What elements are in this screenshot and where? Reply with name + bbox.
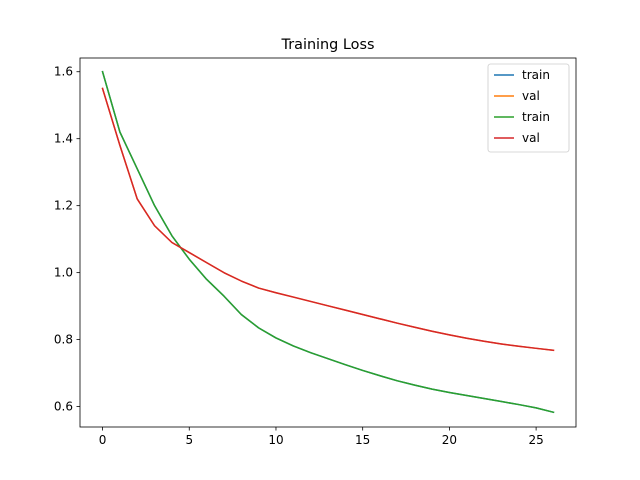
plot-area-frame [79,57,577,428]
y-axis: 0.6 0.8 1.0 1.2 1.4 1.6 [54,65,80,414]
legend-label: train [522,110,550,124]
chart-title: Training Loss [281,37,375,53]
y-tick-label: 1.0 [54,266,73,280]
series-lines [101,70,555,414]
x-tick-label: 20 [442,433,457,447]
y-tick-label: 0.6 [54,400,73,414]
legend-label: val [522,131,540,145]
y-tick-label: 1.6 [54,65,73,79]
legend-label: val [522,89,540,103]
x-tick-label: 5 [185,433,193,447]
legend-box [487,63,570,153]
x-tick-label: 0 [99,433,107,447]
x-tick-label: 15 [355,433,370,447]
y-tick-label: 1.2 [54,199,73,213]
series-line-3 [101,87,555,352]
x-tick-label: 25 [528,433,543,447]
x-tick-label: 10 [268,433,283,447]
y-tick-label: 1.4 [54,132,73,146]
x-axis: 0 5 10 15 20 25 [99,427,544,447]
series-line-2 [101,70,555,414]
legend: train val train val [487,63,570,153]
y-tick-label: 0.8 [54,333,73,347]
legend-label: train [522,68,550,82]
